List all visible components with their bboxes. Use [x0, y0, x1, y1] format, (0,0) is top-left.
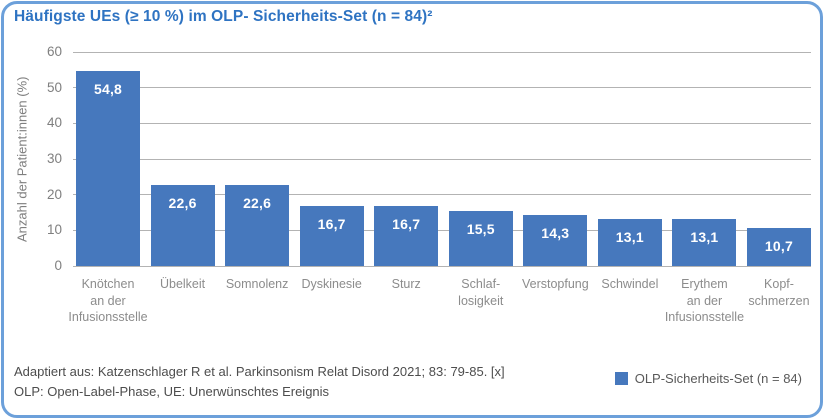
x-category-label: Übelkeit — [159, 277, 206, 291]
source-note: Adaptiert aus: Katzenschlager R et al. P… — [14, 364, 505, 379]
chart-title: Häufigste UEs (≥ 10 %) im OLP- Sicherhei… — [14, 8, 433, 25]
bar: 16,7 — [374, 206, 439, 266]
gridline — [73, 194, 811, 196]
bar: 14,3 — [523, 215, 588, 266]
bar: 16,7 — [299, 206, 364, 266]
x-category-label: Schlaf- losigkeit — [458, 277, 504, 308]
y-tick-label: 10 — [46, 222, 62, 238]
plot-area: 54,8 22,6 22,6 16,7 16,7 15,5 14,3 13,1 13,1 10,7 — [73, 51, 811, 267]
gridline — [73, 265, 811, 267]
bar-value-label: 13,1 — [615, 229, 644, 246]
bar-value-label: 54,8 — [93, 80, 123, 97]
bar-group: 54,8 22,6 22,6 16,7 16,7 15,5 14,3 13,1 13,1 10,7 — [76, 52, 811, 266]
x-category-label: Dyskinesie — [301, 277, 362, 291]
x-category-label: Knötchen an der Infusionsstelle — [68, 277, 148, 324]
bar: 22,6 — [225, 185, 290, 266]
y-tick-label: 60 — [46, 44, 62, 59]
y-tick-label: 40 — [46, 115, 62, 131]
y-tick-label: 50 — [46, 79, 62, 95]
x-axis-labels: Knötchen an der Infusionsstelle Übelkeit S… — [68, 276, 811, 338]
bar-value-label: 16,7 — [392, 216, 421, 233]
abbreviation-note: OLP: Open-Label-Phase, UE: Unerwünschtes… — [14, 383, 330, 399]
legend: OLP-Sicherheits-Set (n = 84) — [614, 371, 802, 386]
y-axis-ticks: 60 50 40 30 20 10 0 — [0, 44, 62, 273]
x-category-label: Verstopfung — [521, 277, 589, 291]
gridline — [73, 51, 811, 53]
bar: 54,8 — [76, 70, 140, 266]
bar: 22,6 — [150, 185, 215, 266]
bar-value-label: 16,7 — [317, 216, 346, 233]
bar: 10,7 — [746, 227, 811, 266]
footer-notes: Adaptiert aus: Katzenschlager R et al. P… — [14, 362, 505, 401]
bar-value-label: 14,3 — [541, 225, 570, 241]
bar-value-label: 13,1 — [690, 229, 719, 246]
y-tick-label: 0 — [54, 258, 62, 273]
x-category-label: Schwindel — [601, 277, 659, 291]
bar: 13,1 — [672, 219, 737, 266]
gridline — [73, 122, 811, 124]
gridline — [73, 87, 811, 89]
gridline — [73, 158, 811, 160]
bar-value-label: 15,5 — [466, 220, 495, 237]
bar: 15,5 — [448, 210, 513, 266]
bar-value-label: 22,6 — [243, 195, 272, 212]
x-category-label: Erythem an der Infusionsstelle — [664, 277, 745, 324]
legend-label: OLP-Sicherheits-Set (n = 84) — [634, 371, 802, 386]
bar: 13,1 — [597, 219, 662, 266]
y-tick-label: 30 — [46, 151, 62, 166]
x-category-label: Sturz — [391, 277, 421, 291]
x-category-label: Somnolenz — [225, 277, 289, 291]
x-category-label: Kopf- schmerzen — [748, 277, 810, 308]
y-tick-label: 20 — [46, 186, 62, 202]
gridline — [73, 229, 811, 231]
bar-value-label: 22,6 — [168, 195, 197, 212]
legend-marker-icon — [614, 372, 628, 385]
bar-value-label: 10,7 — [764, 237, 793, 254]
